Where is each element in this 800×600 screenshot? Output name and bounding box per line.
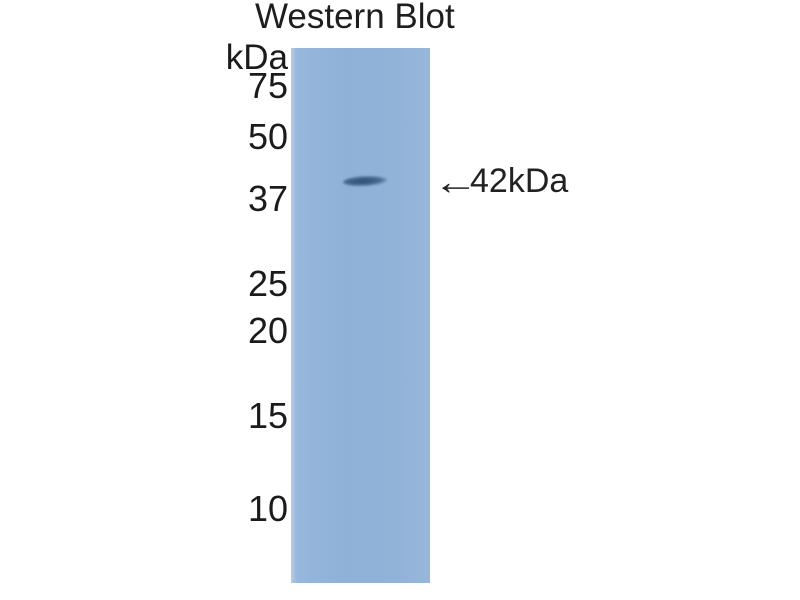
figure-title: Western Blot: [255, 0, 455, 36]
kda-unit-label: kDa: [225, 38, 288, 77]
mw-marker-15: 15: [247, 395, 288, 436]
left-arrow-icon: ←: [433, 161, 478, 202]
blot-lane: [291, 48, 430, 583]
mw-marker-20: 20: [247, 310, 288, 351]
mw-marker-10: 10: [247, 488, 288, 529]
mw-marker-25: 25: [247, 263, 288, 304]
mw-marker-50: 50: [247, 116, 288, 157]
mw-marker-37: 37: [247, 178, 288, 219]
mw-marker-75: 75: [247, 65, 288, 106]
protein-band: [342, 174, 388, 188]
band-annotation: ← 42kDa: [433, 160, 568, 203]
band-annotation-label: 42kDa: [470, 162, 569, 201]
